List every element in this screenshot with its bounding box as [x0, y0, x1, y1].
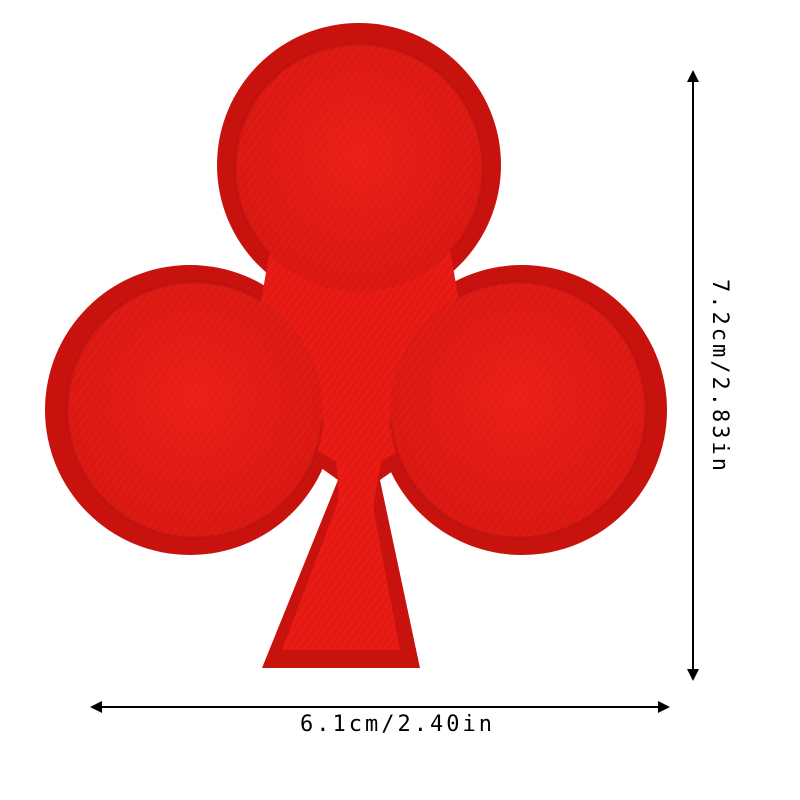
- patch-face: [65, 42, 648, 650]
- height-dimension-arrow: [687, 70, 699, 681]
- height-label: 7.2cm/2.83in: [707, 278, 732, 474]
- width-label: 6.1cm/2.40in: [300, 712, 495, 737]
- width-dimension-arrow: [90, 701, 670, 713]
- club-patch: [45, 23, 667, 668]
